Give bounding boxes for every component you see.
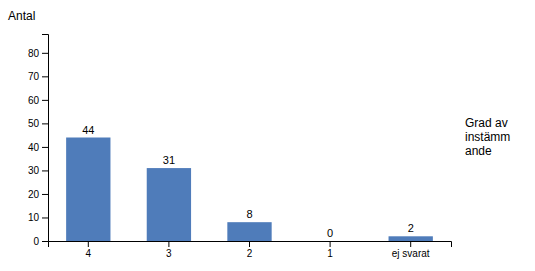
y-tick: 10 <box>28 212 48 223</box>
y-tick-mark <box>42 76 48 77</box>
y-tick-label: 20 <box>28 189 40 200</box>
y-tick-label: 70 <box>28 71 40 82</box>
y-axis: 0 10 20 30 40 50 60 70 80 <box>28 35 49 247</box>
x-axis-title-line: ande <box>465 144 492 158</box>
data-label: 0 <box>327 227 333 239</box>
x-axis-title: Grad avinstämmande <box>465 116 510 158</box>
x-axis: 4 3 2 1 ej svarat <box>49 241 452 259</box>
x-tick: ej svarat <box>392 241 430 259</box>
chart: 010203040506070804321ej svarat4431802Ant… <box>0 0 535 271</box>
data-label: 31 <box>163 154 175 166</box>
x-tick-label: 2 <box>247 248 253 259</box>
x-tick-mark <box>249 241 250 247</box>
bar <box>147 168 191 241</box>
x-axis-title-line: instämm <box>465 130 510 144</box>
y-axis-line <box>42 35 49 242</box>
y-tick-label: 60 <box>28 95 40 106</box>
y-tick-mark <box>42 217 48 218</box>
x-tick: 1 <box>327 241 333 259</box>
y-tick-mark <box>42 241 48 242</box>
x-tick: 3 <box>166 241 172 259</box>
y-tick: 20 <box>28 189 48 200</box>
data-label: 44 <box>82 124 94 136</box>
y-tick-mark <box>42 100 48 101</box>
x-tick-mark <box>88 241 89 247</box>
y-tick-label: 30 <box>28 165 40 176</box>
y-tick: 40 <box>28 142 48 153</box>
y-tick-label: 50 <box>28 118 40 129</box>
data-labels: 44 31 8 0 2 <box>82 124 414 240</box>
x-tick-label: 1 <box>327 248 333 259</box>
y-tick: 0 <box>33 236 48 247</box>
bar <box>227 222 271 241</box>
bar <box>389 236 433 241</box>
bar <box>66 138 110 242</box>
x-tick: 2 <box>247 241 253 259</box>
plot: 010203040506070804321ej svarat4431802 <box>28 35 452 260</box>
y-tick-mark <box>42 123 48 124</box>
y-tick: 50 <box>28 118 48 129</box>
y-tick-mark <box>42 53 48 54</box>
x-tick: 4 <box>86 241 92 259</box>
y-tick-label: 0 <box>33 236 39 247</box>
x-tick-label: 4 <box>86 248 92 259</box>
y-tick: 30 <box>28 165 48 176</box>
x-axis-line <box>49 242 452 248</box>
y-tick: 60 <box>28 95 48 106</box>
x-tick-label: ej svarat <box>392 248 430 259</box>
x-axis-title-line: Grad av <box>465 116 508 130</box>
y-tick-label: 40 <box>28 142 40 153</box>
x-tick-mark <box>410 241 411 247</box>
y-tick-mark <box>42 147 48 148</box>
x-tick-label: 3 <box>166 248 172 259</box>
bars <box>66 138 433 242</box>
y-tick: 70 <box>28 71 48 82</box>
data-label: 2 <box>408 222 414 234</box>
y-tick-mark <box>42 170 48 171</box>
x-tick-mark <box>330 241 331 247</box>
bar <box>308 241 352 242</box>
y-tick-label: 80 <box>28 48 40 59</box>
y-axis-title: Antal <box>8 9 35 23</box>
x-tick-mark <box>168 241 169 247</box>
data-label: 8 <box>246 208 252 220</box>
y-tick-label: 10 <box>28 212 40 223</box>
y-tick-mark <box>42 194 48 195</box>
y-tick: 80 <box>28 48 48 59</box>
